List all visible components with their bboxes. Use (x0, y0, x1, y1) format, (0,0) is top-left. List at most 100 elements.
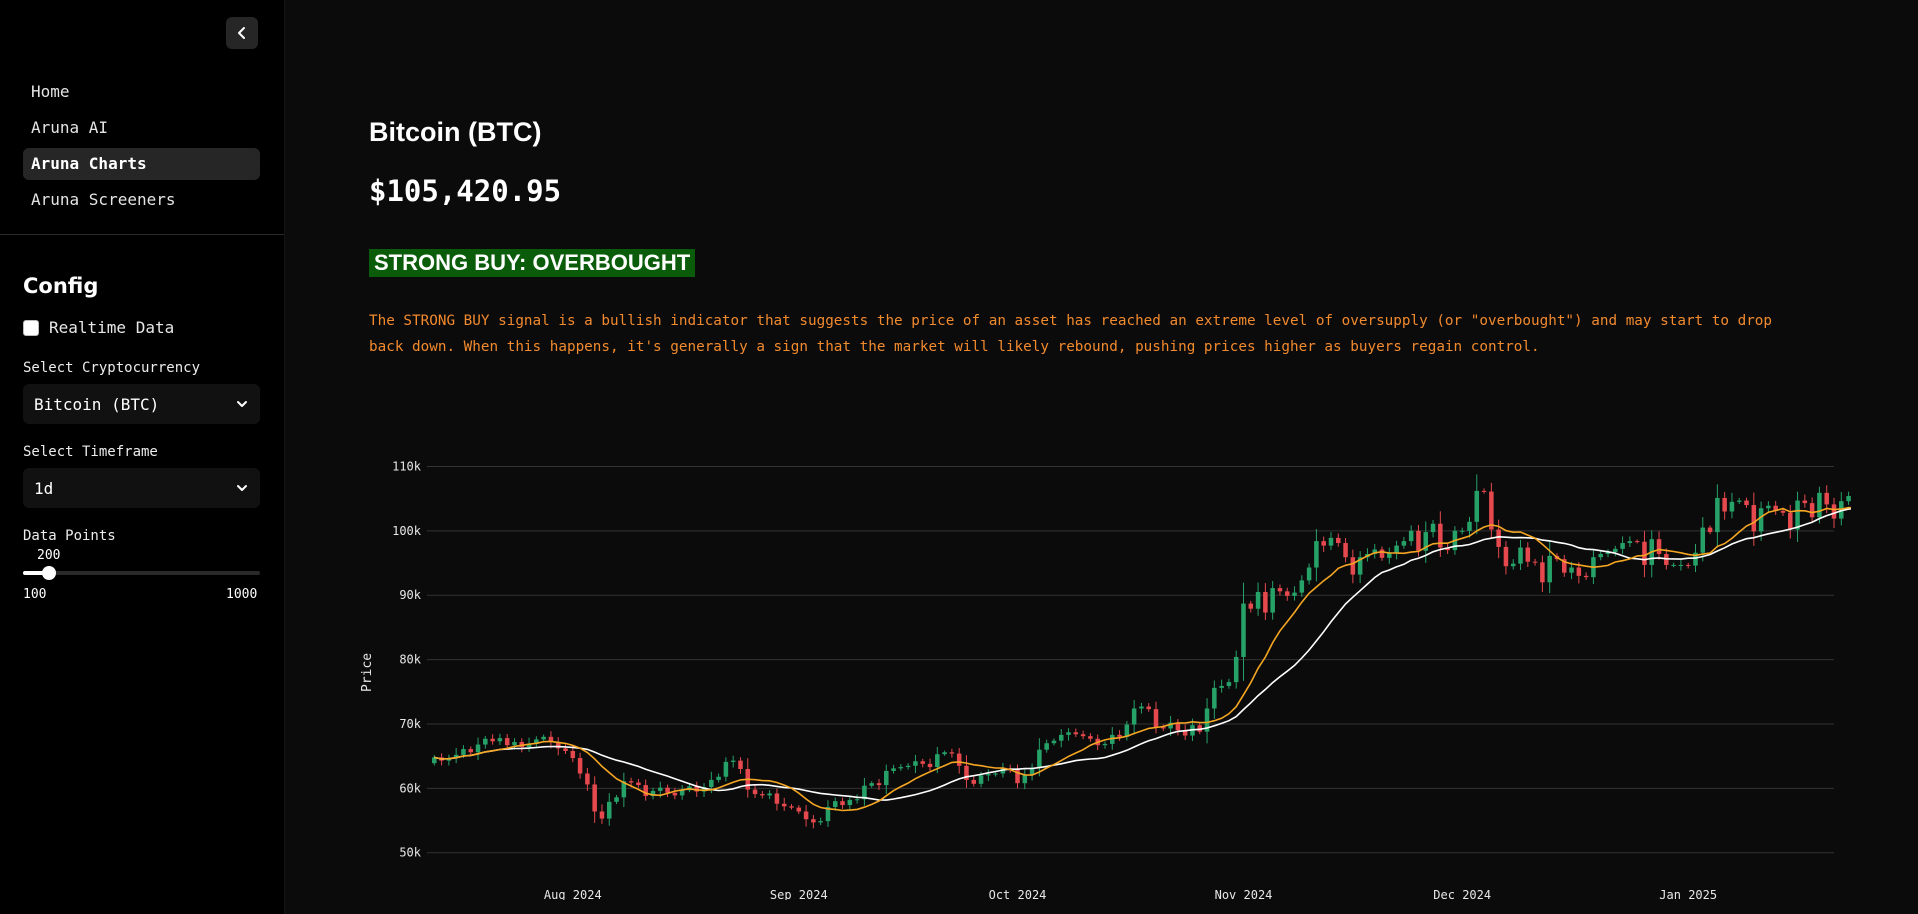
candle-body (650, 790, 656, 797)
candle-body (1846, 496, 1851, 502)
candle-body (694, 786, 699, 792)
datapoints-label: Data Points (23, 528, 116, 544)
candle-body (1241, 603, 1246, 657)
y-tick-label: 110k (392, 460, 422, 473)
candle-body (869, 783, 874, 786)
candle-body (840, 801, 845, 806)
candle-body (526, 743, 532, 748)
candle-body (1795, 500, 1800, 530)
candle-body (1766, 505, 1771, 509)
candle-body (599, 811, 605, 819)
x-tick-label: Nov 2024 (1215, 888, 1273, 900)
main-content: Bitcoin (BTC) $105,420.95 STRONG BUY: OV… (284, 0, 1918, 914)
nav-item-home[interactable]: Home (31, 82, 70, 101)
page-title: Bitcoin (BTC) (369, 117, 542, 147)
candle-body (577, 758, 583, 774)
candle-body (585, 773, 590, 785)
datapoints-value: 200 (37, 548, 61, 563)
candle-body (1044, 743, 1049, 750)
crypto-select[interactable]: Bitcoin (BTC) (23, 384, 260, 424)
y-tick-label: 70k (399, 717, 421, 731)
candle-body (986, 774, 991, 776)
candle-body (1481, 490, 1487, 492)
datapoints-slider-thumb[interactable] (42, 566, 57, 580)
candle-body (1212, 687, 1217, 709)
candle-body (1438, 523, 1443, 548)
candle-body (993, 773, 998, 775)
candle-body (1620, 543, 1625, 549)
candle-body (592, 784, 597, 812)
candle-body (716, 776, 721, 780)
candle-body (614, 797, 619, 802)
sidebar: Home Aruna AI Aruna Charts Aruna Screene… (0, 0, 285, 914)
candle-body (1780, 510, 1786, 513)
candle-body (468, 749, 474, 753)
candle-body (1700, 527, 1706, 553)
candle-body (475, 744, 481, 753)
candle-body (1525, 547, 1531, 562)
candle-body (1642, 541, 1647, 565)
sidebar-nav: Home Aruna AI Aruna Charts Aruna Screene… (23, 76, 260, 220)
candle-body (1182, 730, 1188, 736)
chevron-down-icon (237, 485, 247, 491)
candle-body (709, 779, 714, 788)
candle-body (1357, 557, 1363, 575)
candle-body (1423, 532, 1429, 551)
nav-item-aruna-charts[interactable]: Aruna Charts (23, 148, 260, 180)
candle-body (1510, 563, 1516, 567)
realtime-checkbox[interactable] (23, 319, 39, 336)
candle-body (1394, 545, 1399, 553)
candle-body (1110, 734, 1115, 744)
x-tick-label: Dec 2024 (1433, 888, 1491, 900)
candle-body (825, 806, 831, 822)
candle-body (504, 738, 510, 746)
candle-body (1613, 548, 1618, 553)
datapoints-slider[interactable] (23, 566, 260, 580)
timeframe-select-value: 1d (34, 478, 54, 498)
candle-body (512, 741, 517, 746)
candle-body (1343, 543, 1348, 558)
candle-body (971, 779, 977, 784)
candle-body (541, 736, 546, 740)
y-tick-label: 80k (399, 653, 421, 667)
candle-body (1656, 539, 1662, 554)
candle-body (876, 783, 882, 786)
candle-body (949, 752, 955, 754)
candle-body (730, 760, 736, 762)
candle-body (1576, 567, 1582, 576)
candle-body (1817, 492, 1822, 518)
candle-body (1226, 682, 1232, 686)
sidebar-collapse-button[interactable] (226, 17, 258, 49)
candle-body (1715, 497, 1720, 533)
candle-body (832, 801, 838, 807)
realtime-toggle[interactable]: Realtime Data (23, 318, 174, 337)
candle-body (774, 793, 780, 804)
price-chart[interactable]: 50k 60k 70k 80k 90k 100k 110k Aug 2024 Sep 2024 O… (351, 460, 1851, 900)
candle-body (679, 790, 685, 796)
candle-body (563, 748, 568, 751)
candle-body (1066, 732, 1071, 735)
candle-body (1328, 537, 1334, 546)
timeframe-select[interactable]: 1d (23, 468, 260, 508)
candle-body (1678, 564, 1684, 566)
candle-body (1197, 725, 1203, 732)
candle-body (1088, 736, 1093, 739)
nav-item-aruna-ai[interactable]: Aruna AI (31, 118, 109, 137)
candle-body (1605, 552, 1611, 554)
candle-body (1073, 732, 1079, 735)
candle-body (1634, 541, 1640, 543)
candle-body (1736, 500, 1742, 502)
x-tick-label: Sep 2024 (770, 888, 828, 900)
chevron-left-icon (238, 27, 245, 39)
candle-body (781, 803, 787, 807)
candle-body (1722, 497, 1727, 512)
candle-body (1270, 588, 1275, 613)
y-tick-label: 60k (399, 781, 421, 795)
candle-body (1547, 555, 1552, 583)
nav-item-aruna-screeners[interactable]: Aruna Screeners (31, 190, 176, 209)
candle-body (1379, 549, 1385, 558)
candle-body (1802, 500, 1808, 504)
candle-body (847, 799, 853, 806)
candle-body (796, 807, 802, 812)
candle-body (1787, 512, 1793, 530)
